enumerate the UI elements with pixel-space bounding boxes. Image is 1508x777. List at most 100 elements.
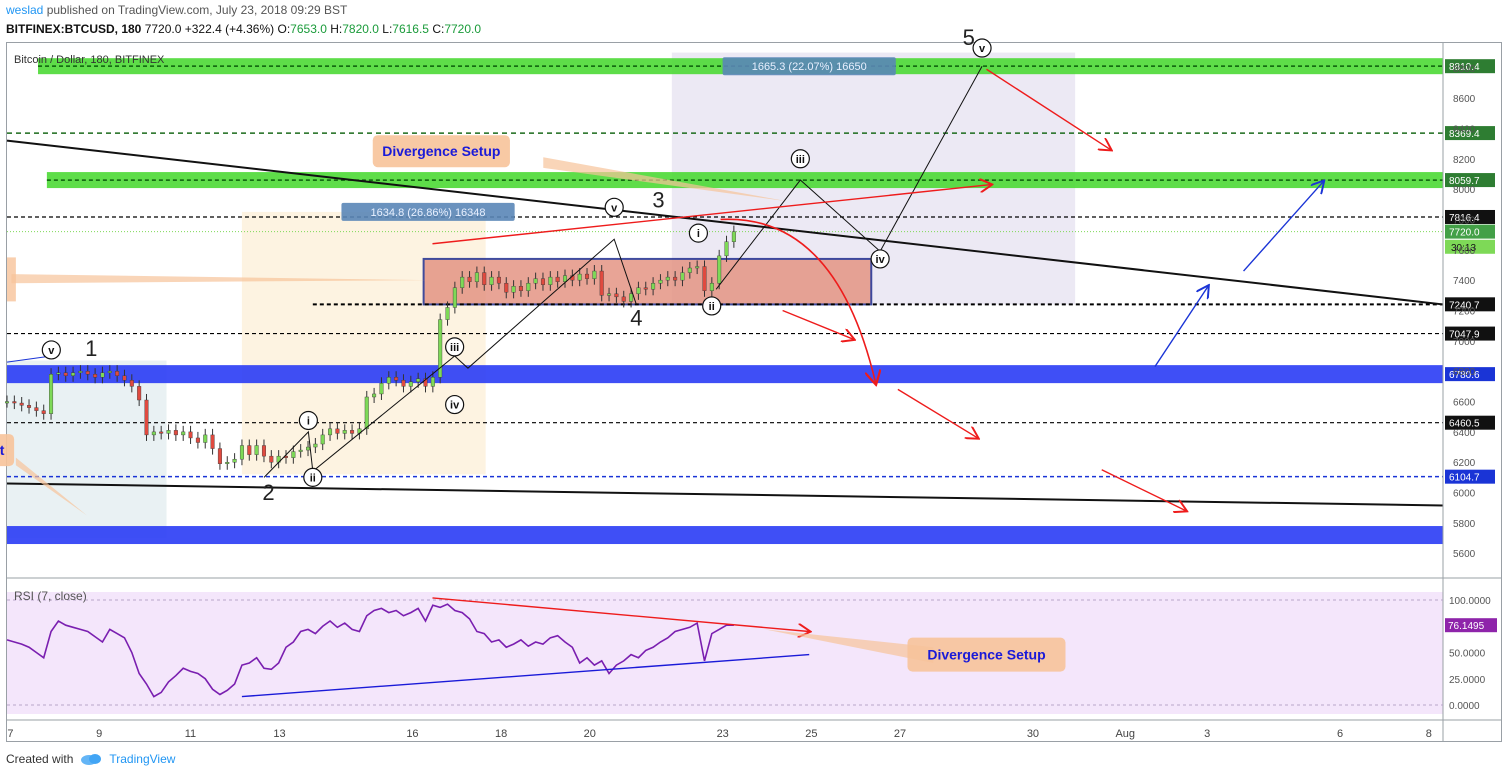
- price-tick: 6600: [1453, 398, 1476, 409]
- callout-text: nd Support: [0, 442, 5, 458]
- measure-box: [341, 202, 515, 221]
- candle-body: [423, 378, 428, 387]
- candle-body: [562, 275, 567, 282]
- wave-circle: [445, 394, 465, 415]
- price-tag: [1445, 59, 1495, 74]
- o-label: O:: [277, 22, 291, 36]
- candle-body: [651, 282, 656, 290]
- candle-body: [394, 377, 399, 381]
- candle-body: [658, 279, 663, 284]
- candle-body: [306, 446, 311, 451]
- rsi-background: [7, 592, 1443, 714]
- wave-circle-label: ii: [709, 301, 715, 313]
- candle-body: [12, 401, 17, 404]
- candle-body: [408, 381, 413, 387]
- price-change: +322.4 (+4.36%): [184, 22, 275, 36]
- price-tick: 8800: [1453, 64, 1476, 75]
- candle-body: [254, 445, 259, 455]
- red-arrow: [782, 309, 854, 340]
- candle-body: [364, 396, 369, 430]
- rsi-tick: 100.0000: [1449, 596, 1491, 607]
- candle-body: [71, 372, 76, 376]
- price-tick: 8400: [1453, 124, 1476, 135]
- candle-body: [731, 231, 736, 242]
- wave-zone: [241, 211, 486, 475]
- date-tick: 3: [1204, 728, 1210, 740]
- candle-body: [467, 276, 472, 282]
- price-tag: [1445, 297, 1495, 312]
- chart-frame[interactable]: [6, 42, 1502, 742]
- price-tag: [1445, 367, 1495, 382]
- wave-circle: [702, 296, 722, 316]
- blue-support-band: [7, 526, 1443, 545]
- candle-body: [577, 273, 582, 281]
- candle-body: [19, 402, 24, 406]
- candle-body: [445, 307, 450, 320]
- wave-circle-label: v: [48, 345, 55, 357]
- candle-body: [379, 383, 384, 395]
- wave-circle-label: i: [307, 415, 310, 427]
- price-tag-label: 6780.6: [1449, 370, 1480, 381]
- price-tick: 6200: [1453, 458, 1476, 469]
- candle-body: [269, 455, 274, 463]
- candle-body: [489, 276, 494, 285]
- descending-trendline: [6, 139, 1444, 306]
- callout-box: [907, 637, 1066, 672]
- candle-body: [636, 287, 641, 295]
- candle-body: [526, 282, 531, 291]
- candle-body: [328, 428, 333, 436]
- countdown-label: 30:13: [1451, 243, 1476, 254]
- date-tick: 25: [805, 728, 817, 740]
- price-tag: [1445, 415, 1495, 430]
- price-tick: 7000: [1453, 337, 1476, 348]
- date-tick: 8: [1426, 728, 1432, 740]
- date-tick: 18: [495, 728, 507, 740]
- candle-body: [93, 374, 98, 378]
- candle-body: [261, 445, 266, 457]
- c-label: C:: [432, 22, 445, 36]
- callout-tail: [15, 457, 87, 516]
- candle-body: [665, 276, 670, 281]
- candle-body: [210, 434, 215, 449]
- candle-body: [129, 380, 134, 387]
- blue-arrow: [1154, 286, 1208, 368]
- candle-body: [173, 430, 178, 436]
- rsi-tick: 25.0000: [1449, 675, 1486, 686]
- date-tick: 11: [185, 728, 196, 740]
- candle-body: [342, 430, 347, 434]
- price-tag-label: 8059.7: [1449, 176, 1480, 187]
- wave-circle-label: i: [697, 228, 700, 240]
- candle-body: [350, 430, 355, 434]
- price-tick: 7800: [1453, 215, 1476, 226]
- date-tick: Aug: [1115, 728, 1135, 740]
- measure-box: [722, 57, 896, 76]
- candle-body: [496, 276, 501, 284]
- author-link[interactable]: weslad: [6, 3, 44, 17]
- date-tick: 9: [96, 728, 102, 740]
- wave-circle-label: iii: [796, 154, 805, 166]
- candle-body: [49, 374, 54, 414]
- candle-body: [430, 377, 435, 387]
- candle-body: [548, 276, 553, 285]
- blue-support-band: [7, 365, 1443, 384]
- candle-body: [122, 375, 127, 381]
- candle-body: [115, 370, 120, 376]
- price-tick: 5800: [1453, 519, 1476, 530]
- wave-number: 3: [652, 187, 664, 212]
- candle-body: [607, 293, 612, 296]
- candle-body: [181, 431, 186, 436]
- price-tag-label: 7720.0: [1449, 228, 1480, 239]
- red-arrow: [1101, 469, 1186, 511]
- callout-box: [0, 434, 15, 467]
- candle-body: [63, 372, 68, 376]
- close-value: 7720.0: [444, 22, 482, 36]
- candle-body: [56, 372, 61, 375]
- candle-body: [673, 276, 678, 281]
- candle-body: [702, 266, 707, 291]
- candle-body: [629, 293, 634, 302]
- candle-body: [4, 401, 9, 404]
- candle-body: [540, 278, 545, 285]
- tradingview-link[interactable]: TradingView: [109, 752, 176, 766]
- candle-body: [313, 443, 318, 448]
